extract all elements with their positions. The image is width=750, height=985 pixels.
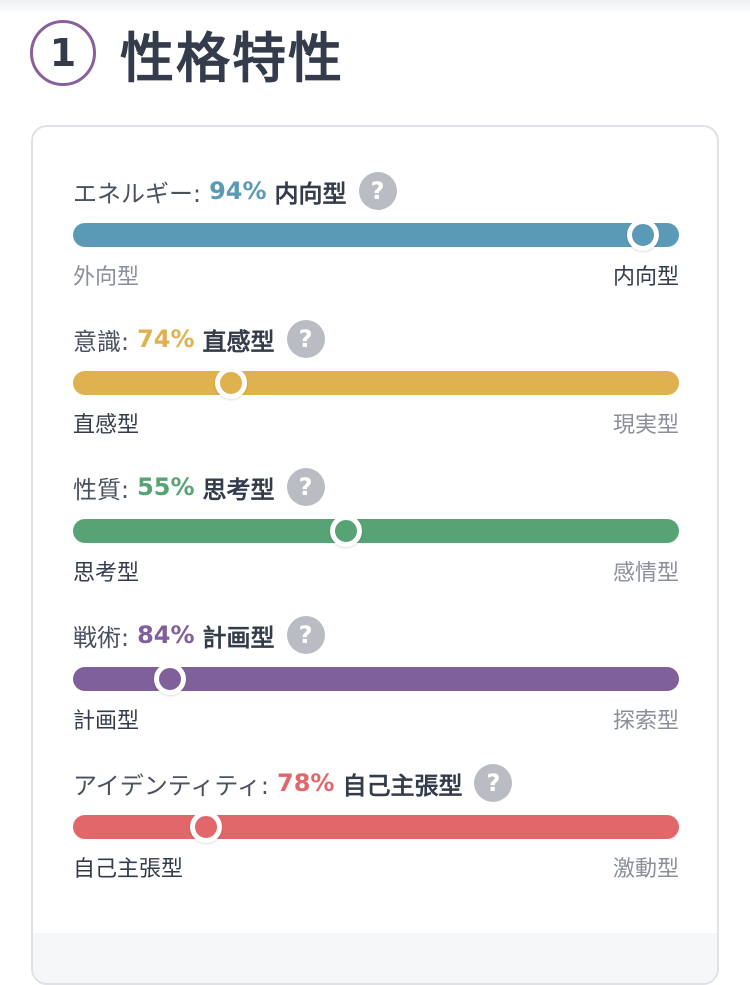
trait-label: 性質: xyxy=(73,475,130,504)
trait-bar-knob[interactable] xyxy=(190,811,223,843)
trait-type: 思考型 xyxy=(202,475,275,504)
trait-bar-knob[interactable] xyxy=(329,515,362,547)
trait-pole-right: 内向型 xyxy=(612,265,679,290)
section-header: 1 性格特性 xyxy=(30,10,344,96)
trait-poles: 思考型 感情型 xyxy=(73,555,679,587)
question-icon[interactable]: ? xyxy=(286,320,325,358)
question-icon[interactable]: ? xyxy=(358,172,397,210)
trait-pole-left: 外向型 xyxy=(73,265,140,290)
trait-percent: 78% xyxy=(277,769,335,797)
trait-bar-knob[interactable] xyxy=(214,367,247,399)
trait-header: エネルギー: 94% 内向型 ? xyxy=(73,171,679,211)
trait-header: アイデンティティ: 78% 自己主張型 ? xyxy=(73,763,679,803)
question-icon[interactable]: ? xyxy=(474,764,513,802)
trait-nature: 性質: 55% 思考型 ? 思考型 感情型 xyxy=(73,467,679,587)
trait-mind: 意識: 74% 直感型 ? 直感型 現実型 xyxy=(73,319,679,439)
trait-bar[interactable] xyxy=(73,811,679,843)
section-number-badge: 1 xyxy=(30,20,96,86)
trait-poles: 自己主張型 激動型 xyxy=(73,851,679,883)
trait-bar-knob[interactable] xyxy=(626,219,659,251)
trait-pole-right: 探索型 xyxy=(612,709,679,734)
trait-pole-left: 思考型 xyxy=(73,561,140,586)
trait-pole-left: 自己主張型 xyxy=(73,857,184,882)
traits-card: エネルギー: 94% 内向型 ? 外向型 内向型 意識: 74% 直感型 ? 直… xyxy=(31,125,719,985)
trait-pole-left: 計画型 xyxy=(73,709,140,734)
trait-header: 戦術: 84% 計画型 ? xyxy=(73,615,679,655)
trait-poles: 外向型 内向型 xyxy=(73,259,679,291)
top-shade xyxy=(0,0,750,14)
trait-tactics: 戦術: 84% 計画型 ? 計画型 探索型 xyxy=(73,615,679,735)
trait-energy: エネルギー: 94% 内向型 ? 外向型 内向型 xyxy=(73,171,679,291)
trait-type: 直感型 xyxy=(202,327,275,356)
trait-header: 意識: 74% 直感型 ? xyxy=(73,319,679,359)
question-icon[interactable]: ? xyxy=(286,616,325,654)
trait-header: 性質: 55% 思考型 ? xyxy=(73,467,679,507)
trait-type: 内向型 xyxy=(274,179,347,208)
trait-poles: 直感型 現実型 xyxy=(73,407,679,439)
trait-pole-right: 激動型 xyxy=(612,857,679,882)
trait-bar[interactable] xyxy=(73,663,679,695)
trait-poles: 計画型 探索型 xyxy=(73,703,679,735)
trait-percent: 94% xyxy=(209,177,267,205)
trait-label: アイデンティティ: xyxy=(73,771,270,800)
trait-label: 意識: xyxy=(73,327,130,356)
trait-percent: 84% xyxy=(137,621,195,649)
trait-bar[interactable] xyxy=(73,367,679,399)
trait-pole-right: 感情型 xyxy=(612,561,679,586)
question-icon[interactable]: ? xyxy=(286,468,325,506)
trait-percent: 74% xyxy=(137,325,195,353)
trait-bar-knob[interactable] xyxy=(153,663,186,695)
trait-identity: アイデンティティ: 78% 自己主張型 ? 自己主張型 激動型 xyxy=(73,763,679,883)
trait-pole-right: 現実型 xyxy=(612,413,679,438)
trait-bar[interactable] xyxy=(73,515,679,547)
trait-label: 戦術: xyxy=(73,623,130,652)
trait-pole-left: 直感型 xyxy=(73,413,140,438)
section-title: 性格特性 xyxy=(120,26,344,90)
trait-bar[interactable] xyxy=(73,219,679,251)
card-footer xyxy=(33,933,717,983)
trait-type: 自己主張型 xyxy=(342,771,463,800)
trait-percent: 55% xyxy=(137,473,195,501)
trait-type: 計画型 xyxy=(202,623,275,652)
trait-label: エネルギー: xyxy=(73,179,202,208)
